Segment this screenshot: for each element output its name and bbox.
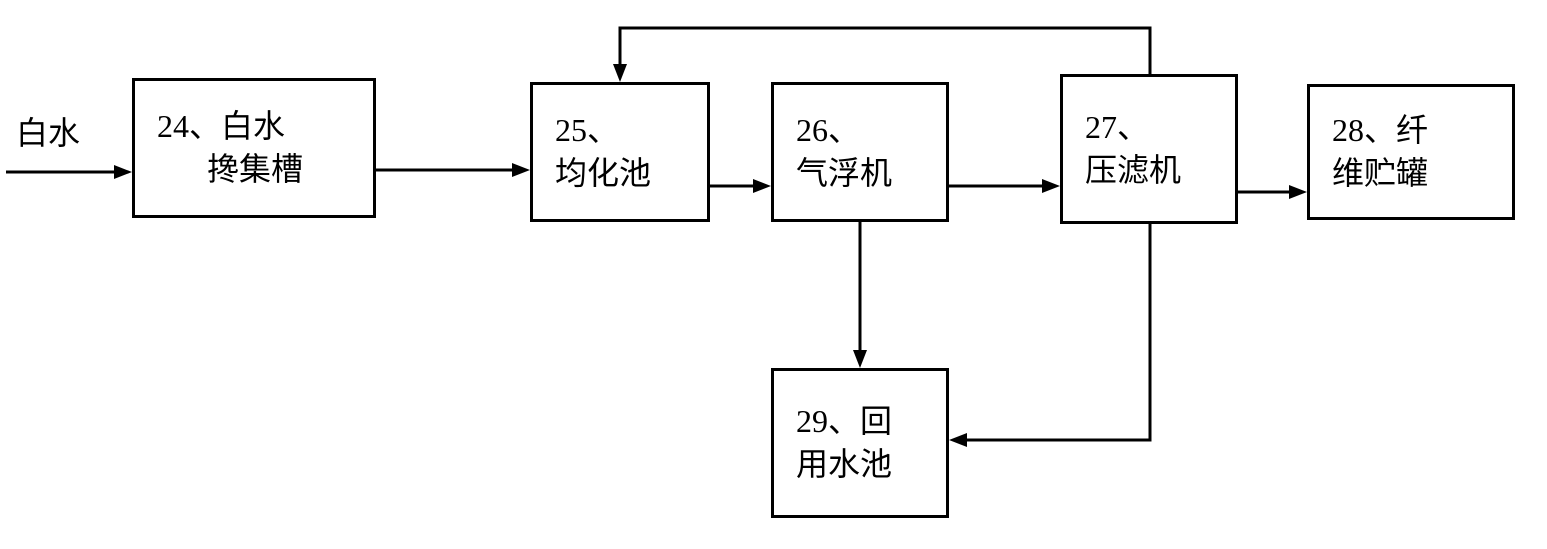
- node-label-line1: 24、白水: [135, 105, 373, 148]
- edge-27-to-29: [967, 224, 1150, 440]
- node-label-line2: 搀集槽: [135, 148, 373, 191]
- node-white-water-collect-tank: 24、白水 搀集槽: [132, 78, 376, 218]
- node-label-line2: 均化池: [533, 152, 707, 195]
- node-label-line2: 压滤机: [1063, 149, 1235, 192]
- arrowhead-in-to-24: [114, 165, 132, 179]
- node-label-line2: 气浮机: [774, 152, 946, 195]
- node-label-line1: 27、: [1063, 106, 1235, 149]
- node-label-line1: 29、回: [774, 400, 946, 443]
- node-label-line1: 28、纤: [1310, 109, 1512, 152]
- arrowhead-27-to-29: [949, 433, 967, 447]
- node-equalization-tank: 25、 均化池: [530, 82, 710, 222]
- node-label-line2: 维贮罐: [1310, 152, 1512, 195]
- arrowhead-27-to-25-feedback: [613, 64, 627, 82]
- node-air-flotation-machine: 26、 气浮机: [771, 82, 949, 222]
- arrowhead-25-to-26: [753, 179, 771, 193]
- node-label-line1: 26、: [774, 109, 946, 152]
- node-filter-press: 27、 压滤机: [1060, 74, 1238, 224]
- node-reuse-water-pool: 29、回 用水池: [771, 368, 949, 518]
- edge-27-to-25-feedback: [620, 28, 1150, 74]
- arrowhead-26-to-27: [1042, 179, 1060, 193]
- node-label-line1: 25、: [533, 109, 707, 152]
- input-label-white-water: 白水: [16, 108, 80, 154]
- arrowhead-27-to-28: [1289, 185, 1307, 199]
- node-fiber-storage-tank: 28、纤 维贮罐: [1307, 84, 1515, 220]
- arrowhead-26-to-29: [853, 350, 867, 368]
- arrowhead-24-to-25: [512, 163, 530, 177]
- flowchart-canvas: 白水 24、白水 搀集槽 25、 均化池 26、 气浮机 27、 压滤机 28、…: [0, 0, 1547, 549]
- node-label-line2: 用水池: [774, 443, 946, 486]
